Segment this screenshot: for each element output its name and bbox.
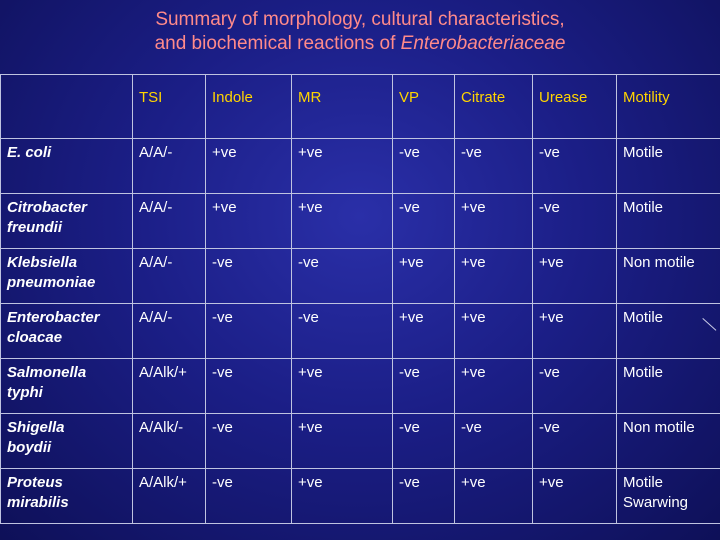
organism-cell: Enterobacter cloacae	[0, 303, 133, 359]
indole-cell: +ve	[205, 193, 292, 249]
table-header-row: TSI Indole MR VP Citrate Urease Motility	[0, 74, 720, 139]
organism-genus: Citrobacter	[7, 199, 88, 216]
organism-species: pneumoniae	[7, 274, 96, 291]
motility-value: Motile	[623, 474, 664, 491]
tsi-cell: A/A/-	[132, 138, 206, 194]
title-family-name: Enterobacteriaceae	[400, 33, 566, 54]
mr-cell: -ve	[291, 248, 393, 304]
organism-species: freundii	[7, 219, 62, 236]
organism-cell: Salmonella typhi	[0, 358, 133, 414]
header-indole: Indole	[205, 74, 292, 139]
motility-cell: Motile	[616, 303, 720, 359]
citrate-cell: +ve	[454, 358, 533, 414]
header-tsi: TSI	[132, 74, 206, 139]
organism-species: cloacae	[7, 329, 63, 346]
header-motility: Motility	[616, 74, 720, 139]
organism-cell: Klebsiella pneumoniae	[0, 248, 133, 304]
header-citrate: Citrate	[454, 74, 533, 139]
citrate-cell: +ve	[454, 248, 533, 304]
organism-cell: Shigella boydii	[0, 413, 133, 469]
organism-cell: E. coli	[0, 138, 133, 194]
indole-cell: +ve	[205, 138, 292, 194]
vp-cell: +ve	[392, 303, 455, 359]
indole-cell: -ve	[205, 248, 292, 304]
organism-genus: Shigella	[7, 419, 65, 436]
organism-species: mirabilis	[7, 494, 69, 511]
motility-cell: Motile Swarwing	[616, 468, 720, 524]
slide-title: Summary of morphology, cultural characte…	[0, 8, 720, 56]
motility-cell: Motile	[616, 358, 720, 414]
motility-note: Swarwing	[623, 494, 689, 511]
vp-cell: -ve	[392, 358, 455, 414]
urease-cell: +ve	[532, 248, 617, 304]
citrate-cell: +ve	[454, 303, 533, 359]
mr-cell: +ve	[291, 468, 393, 524]
organism-cell: Citrobacter freundii	[0, 193, 133, 249]
urease-cell: +ve	[532, 303, 617, 359]
table-row: Enterobacter cloacae A/A/- -ve -ve +ve +v…	[0, 303, 720, 359]
organism-genus: Enterobacter	[7, 309, 100, 326]
organism-name: E. coli	[7, 144, 52, 161]
header-corner-cell	[0, 74, 133, 139]
tsi-cell: A/A/-	[132, 303, 206, 359]
organism-species: boydii	[7, 439, 52, 456]
tsi-cell: A/Alk/+	[132, 358, 206, 414]
table-row: Proteus mirabilis A/Alk/+ -ve +ve -ve +ve…	[0, 468, 720, 524]
title-line-2-text: and biochemical reactions of	[154, 33, 401, 54]
citrate-cell: +ve	[454, 468, 533, 524]
organism-genus: Proteus	[7, 474, 63, 491]
mr-cell: -ve	[291, 303, 393, 359]
vp-cell: +ve	[392, 248, 455, 304]
organism-genus: Klebsiella	[7, 254, 78, 271]
biochemical-table: TSI Indole MR VP Citrate Urease Motility…	[0, 74, 720, 524]
title-line-2: and biochemical reactions of Enterobacte…	[0, 32, 720, 56]
mr-cell: +ve	[291, 193, 393, 249]
motility-cell: Non motile	[616, 413, 720, 469]
tsi-cell: A/A/-	[132, 248, 206, 304]
citrate-cell: -ve	[454, 138, 533, 194]
motility-cell: Motile	[616, 138, 720, 194]
vp-cell: -ve	[392, 468, 455, 524]
table-row: Citrobacter freundii A/A/- +ve +ve -ve +v…	[0, 193, 720, 249]
organism-genus: Salmonella	[7, 364, 87, 381]
vp-cell: -ve	[392, 138, 455, 194]
indole-cell: -ve	[205, 303, 292, 359]
table-row: Klebsiella pneumoniae A/A/- -ve -ve +ve +…	[0, 248, 720, 304]
tsi-cell: A/A/-	[132, 193, 206, 249]
citrate-cell: +ve	[454, 193, 533, 249]
indole-cell: -ve	[205, 468, 292, 524]
urease-cell: -ve	[532, 358, 617, 414]
vp-cell: -ve	[392, 193, 455, 249]
mr-cell: +ve	[291, 413, 393, 469]
table-row: Salmonella typhi A/Alk/+ -ve +ve -ve +ve …	[0, 358, 720, 414]
motility-cell: Motile	[616, 193, 720, 249]
header-urease: Urease	[532, 74, 617, 139]
table-row: E. coli A/A/- +ve +ve -ve -ve -ve Motile	[0, 138, 720, 194]
tsi-cell: A/Alk/-	[132, 413, 206, 469]
organism-cell: Proteus mirabilis	[0, 468, 133, 524]
indole-cell: -ve	[205, 358, 292, 414]
urease-cell: -ve	[532, 413, 617, 469]
citrate-cell: -ve	[454, 413, 533, 469]
header-mr: MR	[291, 74, 393, 139]
mr-cell: +ve	[291, 138, 393, 194]
vp-cell: -ve	[392, 413, 455, 469]
header-vp: VP	[392, 74, 455, 139]
indole-cell: -ve	[205, 413, 292, 469]
tsi-cell: A/Alk/+	[132, 468, 206, 524]
urease-cell: -ve	[532, 138, 617, 194]
mr-cell: +ve	[291, 358, 393, 414]
urease-cell: +ve	[532, 468, 617, 524]
urease-cell: -ve	[532, 193, 617, 249]
organism-species: typhi	[7, 384, 43, 401]
table-row: Shigella boydii A/Alk/- -ve +ve -ve -ve -…	[0, 413, 720, 469]
motility-cell: Non motile	[616, 248, 720, 304]
title-line-1: Summary of morphology, cultural characte…	[155, 9, 565, 30]
